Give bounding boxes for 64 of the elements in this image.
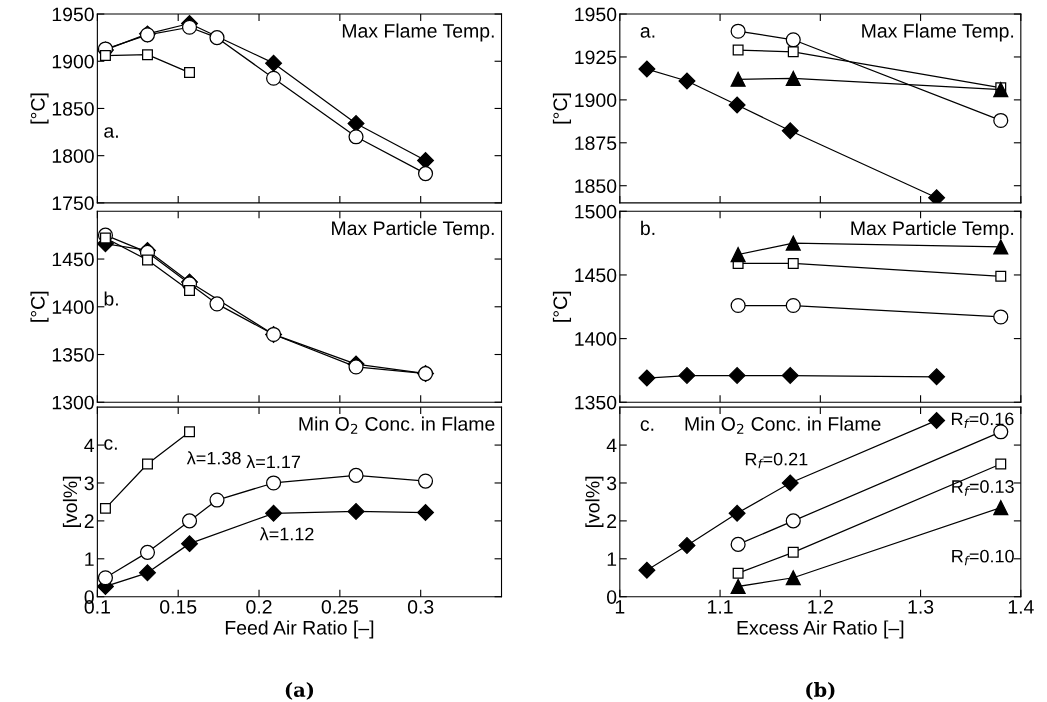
y-tick-label: 1850	[575, 179, 617, 193]
y-tick-label: 2	[607, 514, 617, 528]
y-tick-label: 1950	[52, 7, 94, 22]
chart-title: Max Flame Temp.	[342, 23, 494, 42]
annotation: a.	[104, 127, 118, 138]
annotation: c.	[104, 439, 117, 450]
y-tick-label: 1875	[575, 136, 617, 151]
annotation: R$_{f}$=0.16	[951, 412, 1014, 429]
y-axis-title: [°C]	[552, 291, 572, 322]
annotation: b.	[104, 291, 118, 306]
y-axis-title: [vol%]	[62, 476, 81, 528]
y-tick-label: 1350	[52, 347, 94, 362]
y-tick-label: 1800	[52, 149, 94, 163]
annotation: λ=1.17	[246, 455, 301, 469]
x-tick-label: 1.1	[708, 600, 733, 614]
annotation: R$_{f}$=0.10	[952, 549, 1014, 566]
text: (a)	[285, 681, 314, 700]
x-tick-label: 0.25	[321, 599, 358, 614]
y-tick-label: 1350	[575, 395, 617, 410]
x-tick-label: 0.15	[160, 599, 197, 614]
y-tick-label: 1500	[575, 204, 617, 219]
y-tick-label: 1925	[575, 50, 617, 65]
y-tick-label: 1950	[575, 7, 617, 22]
y-axis-title: [vol%]	[585, 476, 604, 528]
y-tick-label: 1850	[52, 101, 94, 116]
y-tick-label: 1	[85, 552, 94, 566]
chart-title: Min O$_{2}$ Conc. in Flame	[299, 416, 495, 434]
x-tick-label: 0.2	[246, 599, 272, 614]
annotation: c.	[640, 420, 654, 431]
y-tick-label: 1400	[52, 300, 94, 315]
y-tick-label: 1450	[52, 252, 94, 267]
annotation: b.	[641, 220, 655, 236]
y-tick-label: 4	[84, 438, 95, 453]
y-tick-label: 3	[606, 476, 617, 491]
y-tick-label: 1450	[575, 268, 617, 283]
annotation: a.	[640, 27, 655, 38]
x-tick-label: 1.3	[908, 599, 934, 614]
y-tick-label: 1300	[52, 395, 94, 410]
y-axis-title: [°C]	[552, 93, 572, 124]
y-tick-label: 1750	[52, 196, 94, 211]
y-tick-label: 1900	[52, 54, 94, 69]
x-axis-title: Excess Air Ratio [–]	[737, 620, 904, 639]
annotation: R$_{f}$=0.21	[745, 452, 808, 469]
y-tick-label: 2	[84, 514, 94, 528]
chart-title: Max Particle Temp.	[332, 220, 494, 239]
x-tick-label: 1.2	[808, 599, 833, 614]
chart-title: Min O$_{2}$ Conc. in Flame	[685, 416, 881, 434]
x-tick-label: 1.4	[1008, 600, 1034, 614]
y-tick-label: 0	[606, 590, 617, 604]
chart-title: Max Flame Temp.	[862, 23, 1014, 42]
y-axis-title: [°C]	[30, 291, 49, 322]
text: (b)	[806, 681, 835, 700]
x-tick-label: 0.3	[407, 599, 434, 614]
y-tick-label: 3	[84, 476, 94, 491]
chart-title: Max Particle Temp.	[851, 220, 1014, 239]
annotation: R$_{f}$=0.13	[952, 480, 1014, 496]
y-axis-title: [°C]	[30, 93, 49, 124]
annotation: λ=1.38	[186, 451, 241, 465]
annotation: λ=1.12	[259, 527, 314, 541]
y-tick-label: 4	[606, 438, 617, 453]
y-tick-label: 1400	[575, 332, 617, 346]
y-tick-label: 1900	[575, 93, 617, 108]
y-tick-label: 1	[607, 552, 617, 566]
x-axis-title: Feed Air Ratio [–]	[225, 620, 374, 639]
